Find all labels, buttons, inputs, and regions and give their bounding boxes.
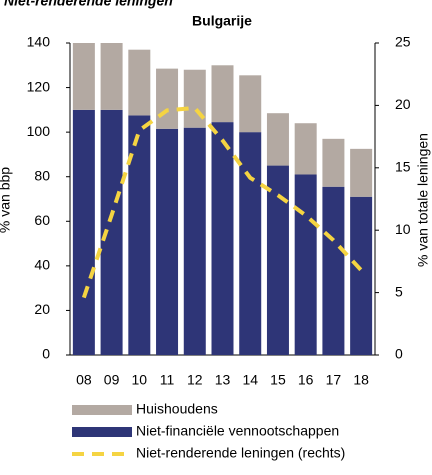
line <box>81 105 363 299</box>
chart-title: Bulgarije <box>192 13 252 29</box>
x-tick-label: 16 <box>298 372 314 388</box>
bar <box>100 109 123 355</box>
y2-tick-label: 0 <box>395 346 403 362</box>
y-tick-label: 120 <box>27 78 51 94</box>
y2-tick-label: 25 <box>395 34 411 50</box>
x-tick-label: 12 <box>187 372 203 388</box>
bar <box>239 75 262 133</box>
legend-label: Niet-renderende leningen (rechts) <box>136 445 345 461</box>
bar <box>322 186 345 355</box>
legend-label: Niet-financiële vennootschappen <box>136 423 339 439</box>
bar <box>211 65 234 123</box>
legend-swatch <box>72 405 132 415</box>
x-tick-label: 11 <box>160 372 175 388</box>
y-tick-label: 20 <box>34 301 50 317</box>
bar <box>156 128 179 355</box>
bar <box>294 174 317 355</box>
y2-tick-label: 15 <box>395 159 411 175</box>
y-tick-label: 0 <box>42 346 50 362</box>
x-tick-label: 13 <box>215 372 231 388</box>
y2-tick-label: 20 <box>395 96 411 112</box>
y-tick-label: 100 <box>27 123 51 139</box>
header: Niet-renderende leningen <box>4 0 173 9</box>
bar <box>183 127 206 355</box>
bar <box>128 115 151 355</box>
y-tick-label: 140 <box>27 34 51 50</box>
legend-swatch <box>72 427 132 437</box>
bar <box>72 109 95 355</box>
x-tick-label: 09 <box>104 372 120 388</box>
y-tick-label: 60 <box>34 212 50 228</box>
bar <box>156 68 179 129</box>
bar <box>350 148 373 197</box>
y2-tick-label: 10 <box>395 221 411 237</box>
legend-label: Huishoudens <box>136 401 218 417</box>
x-tick-label: 15 <box>270 372 286 388</box>
y2-tick-label: 5 <box>395 283 403 299</box>
bar <box>128 49 151 116</box>
x-tick-label: 17 <box>326 372 342 388</box>
bar <box>266 113 289 166</box>
bar <box>211 122 234 355</box>
bar <box>239 132 262 355</box>
x-tick-label: 18 <box>353 372 369 388</box>
bar <box>100 43 123 110</box>
bar <box>72 43 95 110</box>
x-tick-label: 10 <box>132 372 148 388</box>
y-axis-label: % van bbp <box>0 167 13 233</box>
bar <box>322 138 345 187</box>
bar <box>266 165 289 355</box>
x-tick-label: 14 <box>242 372 258 388</box>
y-tick-label: 80 <box>34 167 50 183</box>
y2-axis-label: % van totale leningen <box>415 133 431 267</box>
y-tick-label: 40 <box>34 257 50 273</box>
bar <box>294 123 317 175</box>
x-tick-label: 08 <box>76 372 92 388</box>
bar <box>350 196 373 355</box>
